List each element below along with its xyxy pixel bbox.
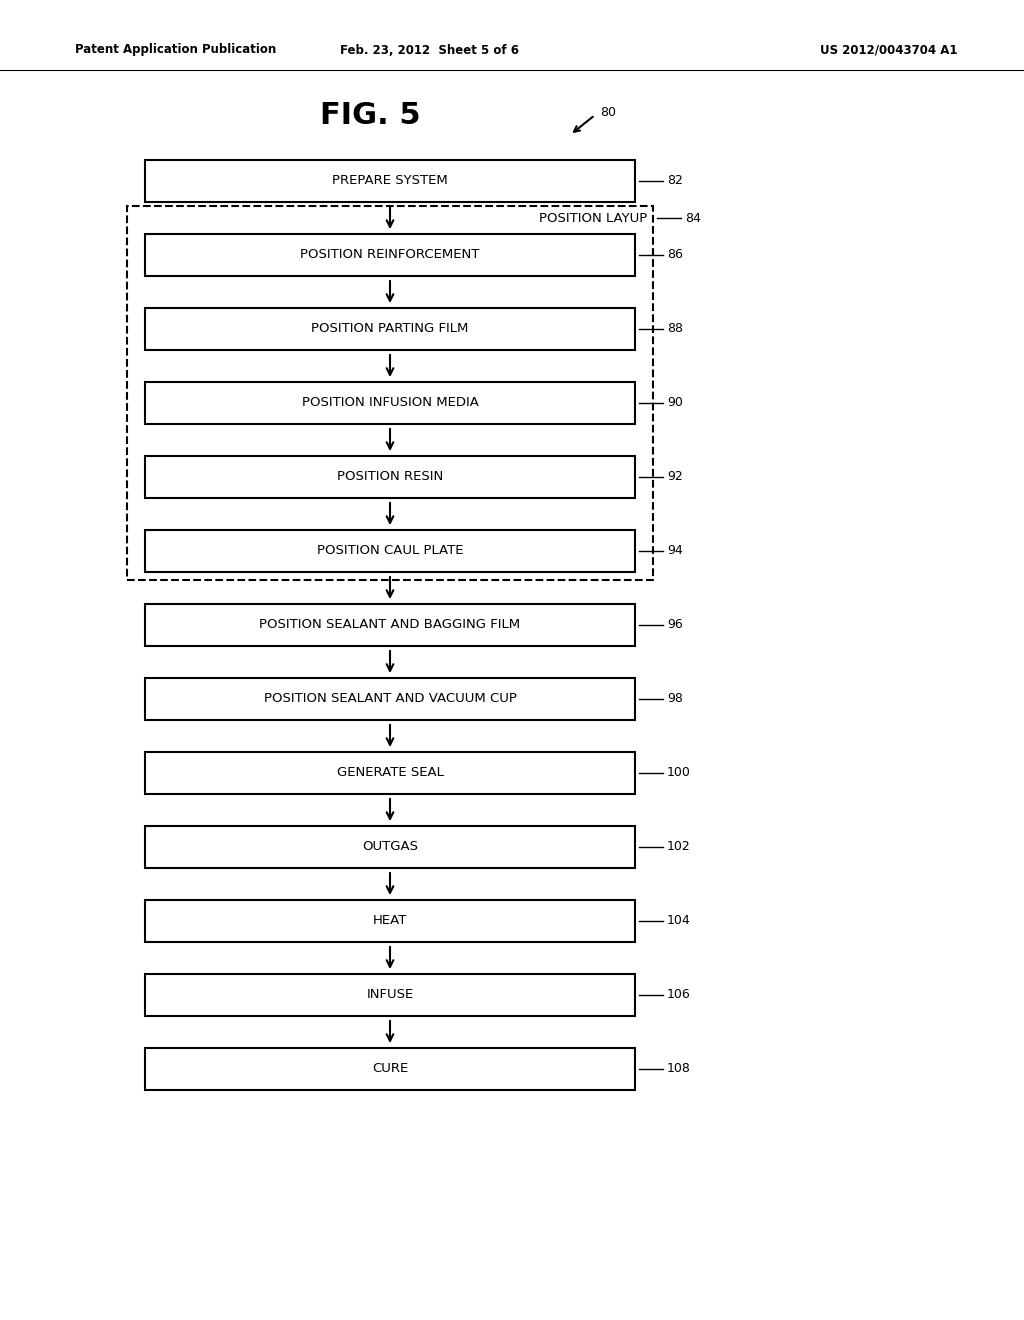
Text: OUTGAS: OUTGAS (362, 841, 418, 854)
Text: CURE: CURE (372, 1063, 409, 1076)
Text: HEAT: HEAT (373, 915, 408, 928)
Text: 84: 84 (685, 211, 700, 224)
Text: 80: 80 (600, 106, 616, 119)
Bar (145, 308, 635, 350)
Bar (145, 1048, 635, 1090)
Text: POSITION CAUL PLATE: POSITION CAUL PLATE (316, 544, 463, 557)
Bar (145, 752, 635, 795)
Text: INFUSE: INFUSE (367, 989, 414, 1002)
Text: GENERATE SEAL: GENERATE SEAL (337, 767, 443, 780)
Bar (145, 605, 635, 645)
Text: POSITION REINFORCEMENT: POSITION REINFORCEMENT (300, 248, 479, 261)
Text: 92: 92 (667, 470, 683, 483)
Bar (145, 826, 635, 869)
Text: Patent Application Publication: Patent Application Publication (75, 44, 276, 57)
Text: 104: 104 (667, 915, 691, 928)
Bar (145, 160, 635, 202)
Text: 102: 102 (667, 841, 691, 854)
Bar (145, 234, 635, 276)
Bar (145, 455, 635, 498)
Text: 98: 98 (667, 693, 683, 705)
Bar (145, 974, 635, 1016)
Text: POSITION PARTING FILM: POSITION PARTING FILM (311, 322, 469, 335)
Text: 82: 82 (667, 174, 683, 187)
Text: 96: 96 (667, 619, 683, 631)
Text: US 2012/0043704 A1: US 2012/0043704 A1 (820, 44, 957, 57)
Bar (145, 678, 635, 719)
Text: 86: 86 (667, 248, 683, 261)
Text: 88: 88 (667, 322, 683, 335)
Text: POSITION SEALANT AND VACUUM CUP: POSITION SEALANT AND VACUUM CUP (263, 693, 516, 705)
Bar (145, 900, 635, 942)
Bar (127, 206, 653, 579)
Text: PREPARE SYSTEM: PREPARE SYSTEM (332, 174, 447, 187)
Bar (145, 381, 635, 424)
Text: POSITION INFUSION MEDIA: POSITION INFUSION MEDIA (301, 396, 478, 409)
Text: 106: 106 (667, 989, 691, 1002)
Text: POSITION SEALANT AND BAGGING FILM: POSITION SEALANT AND BAGGING FILM (259, 619, 520, 631)
Text: FIG. 5: FIG. 5 (319, 100, 420, 129)
Bar (145, 531, 635, 572)
Text: Feb. 23, 2012  Sheet 5 of 6: Feb. 23, 2012 Sheet 5 of 6 (341, 44, 519, 57)
Text: 90: 90 (667, 396, 683, 409)
Text: POSITION RESIN: POSITION RESIN (337, 470, 443, 483)
Text: 94: 94 (667, 544, 683, 557)
Text: POSITION LAYUP: POSITION LAYUP (539, 211, 647, 224)
Text: 100: 100 (667, 767, 691, 780)
Text: 108: 108 (667, 1063, 691, 1076)
